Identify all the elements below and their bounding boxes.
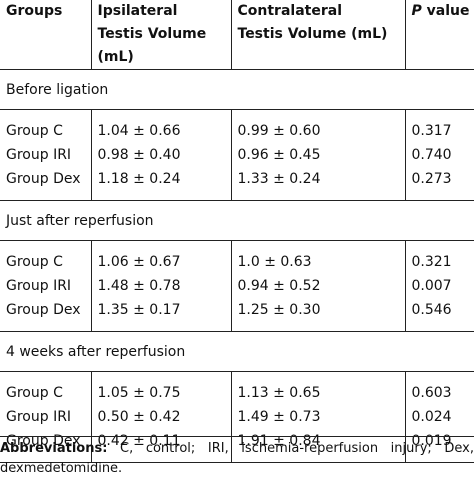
section-row: Just after reperfusion [0,201,474,241]
table-body: Groups Ipsilateral Testis Volume (mL) Co… [0,0,474,463]
section-row: Before ligation [0,70,474,110]
ipsilateral-cell: 1.35 ± 0.17 [91,298,231,332]
contralateral-cell: 0.96 ± 0.45 [231,143,405,167]
ipsilateral-cell: 1.05 ± 0.75 [91,372,231,406]
p-value-cell: 0.321 [405,241,474,275]
contralateral-cell: 1.0 ± 0.63 [231,241,405,275]
p-letter: P [412,3,422,19]
ipsilateral-cell: 1.48 ± 0.78 [91,274,231,298]
group-cell: Group Dex [0,167,91,201]
header-line: Contralateral [238,0,405,23]
header-line: Testis Volume [98,23,231,46]
group-cell: Group IRI [0,143,91,167]
header-groups: Groups [0,0,91,70]
header-line: Groups [6,0,91,23]
ipsilateral-cell: 1.06 ± 0.67 [91,241,231,275]
header-line: Ipsilateral [98,0,231,23]
p-value-cell: 0.007 [405,274,474,298]
contralateral-cell: 1.49 ± 0.73 [231,405,405,429]
ipsilateral-cell: 0.50 ± 0.42 [91,405,231,429]
header-line: (mL) [98,46,231,69]
header-contralateral: Contralateral Testis Volume (mL) [231,0,405,70]
testis-volume-table: Groups Ipsilateral Testis Volume (mL) Co… [0,0,474,463]
p-value-cell: 0.273 [405,167,474,201]
section-title: Before ligation [0,70,474,110]
p-value-cell: 0.603 [405,372,474,406]
contralateral-cell: 1.25 ± 0.30 [231,298,405,332]
contralateral-cell: 0.99 ± 0.60 [231,110,405,144]
section-row: 4 weeks after reperfusion [0,332,474,372]
contralateral-cell: 1.13 ± 0.65 [231,372,405,406]
header-ipsilateral: Ipsilateral Testis Volume (mL) [91,0,231,70]
header-row: Groups Ipsilateral Testis Volume (mL) Co… [0,0,474,70]
p-rest: value [422,3,470,19]
group-cell: Group IRI [0,274,91,298]
p-value-cell: 0.024 [405,405,474,429]
contralateral-cell: 0.94 ± 0.52 [231,274,405,298]
abbreviations-footnote: Abbreviations: C, control; IRI, ischemia… [0,436,474,479]
ipsilateral-cell: 0.98 ± 0.40 [91,143,231,167]
group-cell: Group C [0,241,91,275]
section-title: 4 weeks after reperfusion [0,332,474,372]
ipsilateral-cell: 1.18 ± 0.24 [91,167,231,201]
p-value-cell: 0.546 [405,298,474,332]
results-table-container: Groups Ipsilateral Testis Volume (mL) Co… [0,0,474,463]
header-line: P value [412,0,474,23]
footnote-label: Abbreviations: [0,441,107,456]
p-value-cell: 0.740 [405,143,474,167]
contralateral-cell: 1.33 ± 0.24 [231,167,405,201]
header-line: Testis Volume (mL) [238,23,405,46]
group-cell: Group Dex [0,298,91,332]
group-cell: Group C [0,110,91,144]
group-cell: Group IRI [0,405,91,429]
group-cell: Group C [0,372,91,406]
ipsilateral-cell: 1.04 ± 0.66 [91,110,231,144]
header-p-value: P value [405,0,474,70]
p-value-cell: 0.317 [405,110,474,144]
section-title: Just after reperfusion [0,201,474,241]
